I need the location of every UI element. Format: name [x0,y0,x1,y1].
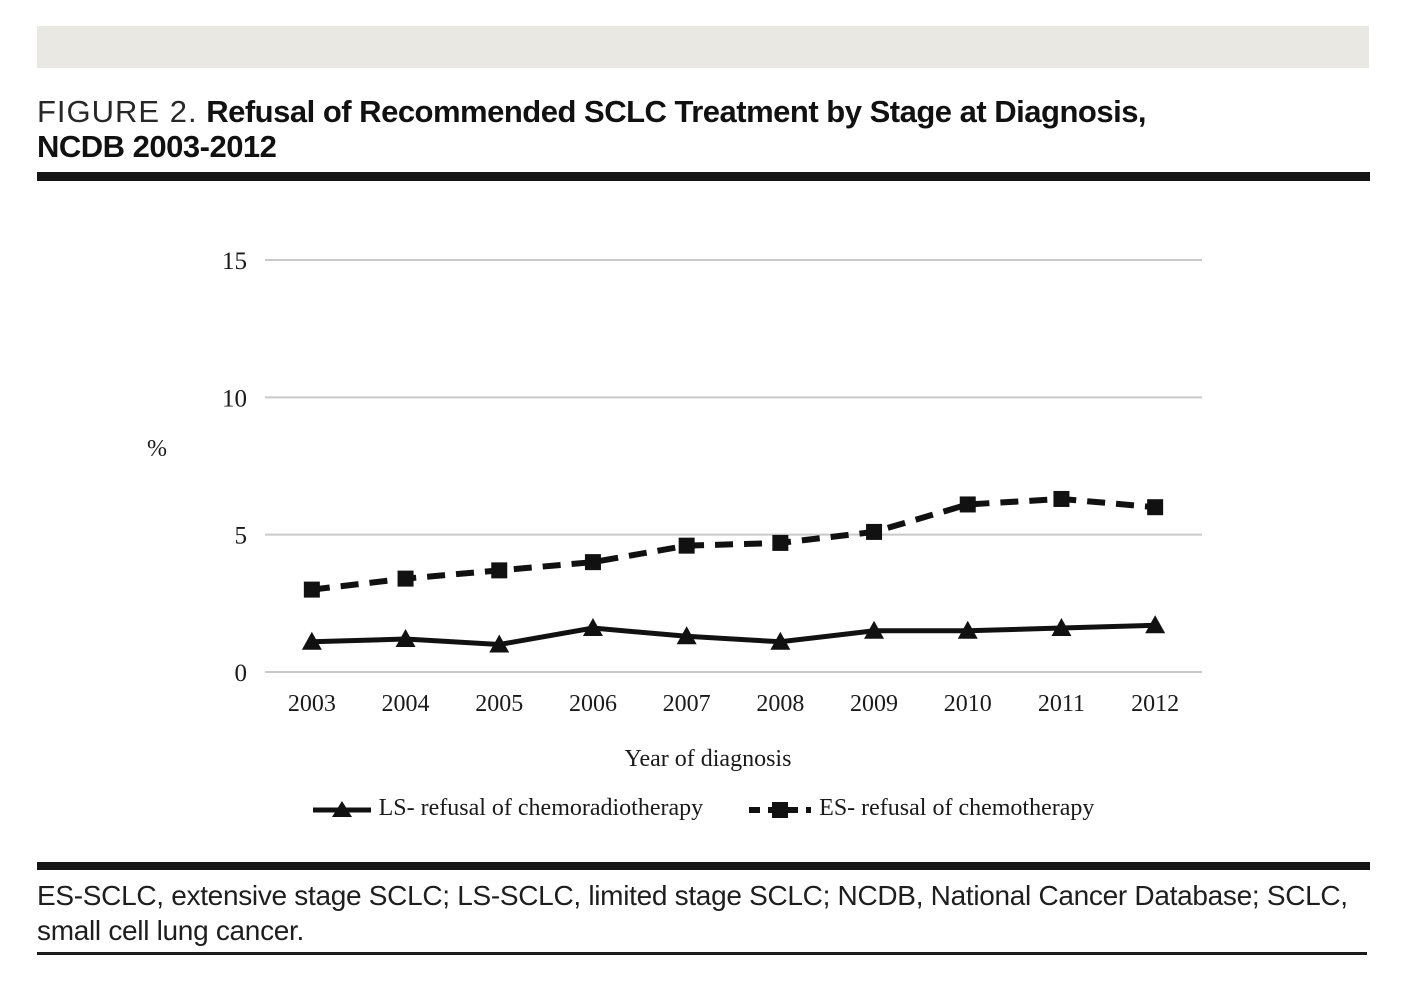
series-es [303,490,1164,598]
x-tick-label: 2004 [382,691,430,717]
series-line [311,495,1156,593]
footnote-text: ES-SCLC, extensive stage SCLC; LS-SCLC, … [37,880,1348,946]
data-point-triangle [1145,615,1166,634]
data-point-triangle [957,620,978,639]
ls-solid-triangle-marker-icon [312,800,371,817]
x-tick-label: 2011 [1038,691,1085,717]
data-point-square [1147,499,1164,516]
data-point-triangle [864,620,885,639]
x-tick-label: 2006 [569,691,617,717]
title-divider-rule [37,172,1370,181]
data-point-square [678,537,695,554]
y-tick-label: 5 [235,523,248,550]
series-ls [301,615,1166,653]
data-point-triangle [582,618,603,637]
figure-label: FIGURE 2. [37,94,198,129]
data-point-triangle [676,626,697,645]
legend-label-ls: LS- refusal of chemoradiotherapy [378,795,704,821]
data-point-square [491,562,508,579]
x-tick-labels: 2003 2004 2005 2006 2007 2008 2009 2010 2011 2012 [288,691,1179,717]
legend-label-es: ES- refusal of chemotherapy [819,795,1095,821]
data-point-square [959,496,976,513]
bottom-rule [37,952,1367,955]
data-point-triangle [395,629,416,648]
data-point-square [1053,490,1070,507]
data-point-square [397,570,414,587]
data-point-square [303,581,320,598]
series-line [311,622,1156,648]
chart-legend: LS- refusal of chemoradiotherapy ES- ref… [0,795,1407,822]
x-tick-label: 2003 [288,691,336,717]
x-tick-label: 2008 [756,691,804,717]
y-axis-label: % [147,436,167,462]
legend-item-ls: LS- refusal of chemoradiotherapy [312,795,704,822]
data-point-square [772,534,789,551]
figure-caption: FIGURE 2. Refusal of Recommended SCLC Tr… [37,94,1367,164]
x-tick-label: 2012 [1131,691,1179,717]
es-dashed-square-marker-icon [749,801,812,818]
x-tick-label: 2005 [475,691,523,717]
x-tick-label: 2009 [850,691,898,717]
data-point-triangle [770,631,791,650]
y-tick-label: 0 [235,660,248,687]
legend-item-es: ES- refusal of chemotherapy [749,795,1094,822]
x-axis-label: Year of diagnosis [625,746,792,772]
data-point-square [584,554,601,571]
footnote-top-rule [37,862,1370,870]
figure-title-line2: NCDB 2003-2012 [37,129,277,164]
data-point-square [866,523,883,540]
data-point-triangle [489,634,510,653]
data-point-triangle [301,631,322,650]
y-tick-label: 15 [222,248,247,275]
x-tick-label: 2007 [663,691,711,717]
header-band [37,26,1369,68]
x-tick-label: 2010 [944,691,992,717]
figure-title-line1: Refusal of Recommended SCLC Treatment by… [206,94,1147,129]
data-point-triangle [1051,618,1072,637]
y-tick-label: 10 [222,385,247,412]
gridlines [265,259,1202,673]
y-tick-labels: 0 5 10 15 [222,248,247,687]
